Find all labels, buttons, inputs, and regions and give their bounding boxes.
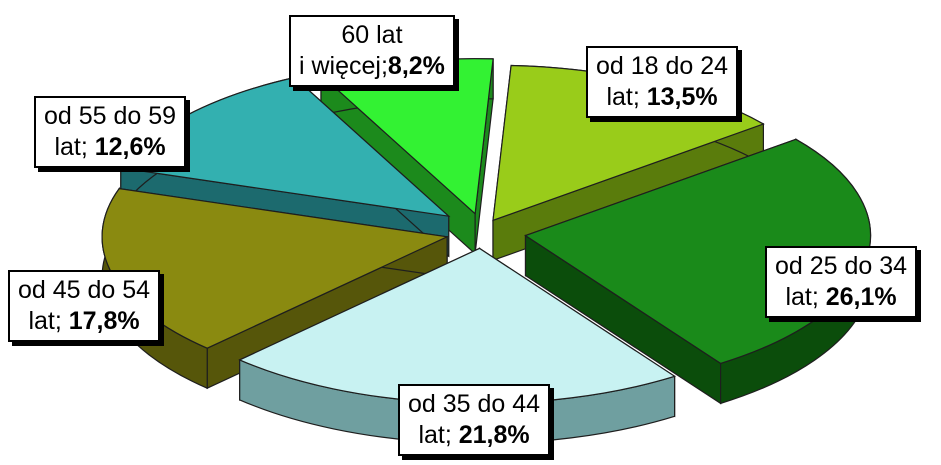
- slice-label-line1: 60 lat: [299, 20, 445, 51]
- slice-label-line2: lat; 17,8%: [18, 306, 150, 337]
- slice-label-line2: lat; 21,8%: [408, 420, 540, 451]
- slice-label-line1: od 45 do 54: [18, 275, 150, 306]
- slice-label-line2: lat; 13,5%: [596, 82, 728, 113]
- slice-label-55-59: od 55 do 59 lat; 12,6%: [34, 96, 186, 168]
- slice-value: 17,8%: [69, 307, 140, 335]
- slice-label-line2: lat; 26,1%: [775, 282, 907, 313]
- slice-label-18-24: od 18 do 24 lat; 13,5%: [586, 46, 738, 118]
- slice-label-line1: od 55 do 59: [44, 101, 176, 132]
- slice-label-line1: od 35 do 44: [408, 389, 540, 420]
- slice-label-60-plus: 60 lat i więcej;8,2%: [289, 15, 455, 87]
- slice-value: 26,1%: [826, 283, 897, 311]
- slice-label-line1: od 18 do 24: [596, 51, 728, 82]
- slice-value: 21,8%: [459, 421, 530, 449]
- slice-label-line2: i więcej;8,2%: [299, 51, 445, 82]
- slice-value: 12,6%: [95, 133, 166, 161]
- slice-label-line2: lat; 12,6%: [44, 132, 176, 163]
- slice-value: 8,2%: [388, 52, 445, 80]
- slice-label-25-34: od 25 do 34 lat; 26,1%: [765, 246, 917, 318]
- slice-value: 13,5%: [647, 83, 718, 111]
- slice-label-35-44: od 35 do 44 lat; 21,8%: [398, 384, 550, 456]
- slice-label-line1: od 25 do 34: [775, 251, 907, 282]
- slice-label-45-54: od 45 do 54 lat; 17,8%: [8, 270, 160, 342]
